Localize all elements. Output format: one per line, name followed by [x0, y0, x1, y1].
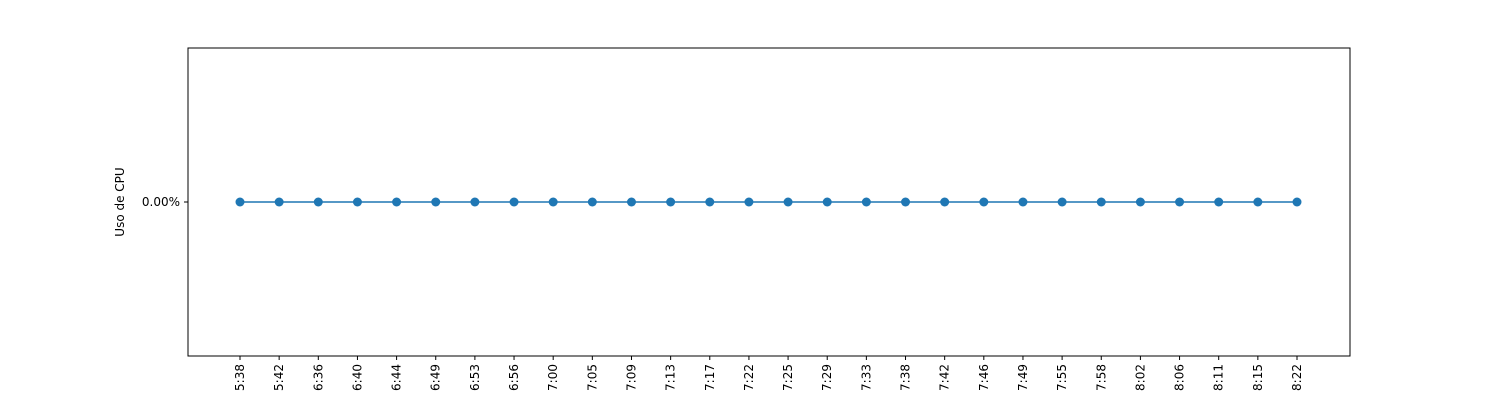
- x-tick-label: 6:53: [468, 364, 482, 391]
- data-point: [274, 197, 284, 207]
- data-point: [666, 197, 676, 207]
- data-point: [822, 197, 832, 207]
- data-point: [901, 197, 911, 207]
- x-tick-label: 6:36: [311, 364, 325, 391]
- data-point: [431, 197, 441, 207]
- data-point: [392, 197, 402, 207]
- data-point: [979, 197, 989, 207]
- data-point: [313, 197, 323, 207]
- x-tick-label: 7:38: [899, 364, 913, 391]
- x-tick-label: 6:56: [507, 364, 521, 391]
- x-tick-label: 8:06: [1173, 364, 1187, 391]
- x-tick-label: 7:05: [585, 364, 599, 391]
- y-tick-label: 0.00%: [142, 195, 180, 209]
- x-tick-label: 5:42: [272, 364, 286, 391]
- x-tick-label: 7:58: [1094, 364, 1108, 391]
- data-point: [744, 197, 754, 207]
- x-tick-label: 6:40: [350, 364, 364, 391]
- x-tick-label: 7:09: [624, 364, 638, 391]
- data-point: [705, 197, 715, 207]
- data-point: [1057, 197, 1067, 207]
- data-point: [1018, 197, 1028, 207]
- data-point: [1096, 197, 1106, 207]
- x-tick-label: 7:22: [742, 364, 756, 391]
- data-point: [470, 197, 480, 207]
- x-tick-label: 7:49: [1016, 364, 1030, 391]
- data-point: [1292, 197, 1302, 207]
- data-point: [352, 197, 362, 207]
- data-point: [940, 197, 950, 207]
- data-point: [1253, 197, 1263, 207]
- data-point: [1214, 197, 1224, 207]
- x-tick-label: 7:33: [859, 364, 873, 391]
- x-tick-label: 7:42: [938, 364, 952, 391]
- x-tick-label: 8:02: [1133, 364, 1147, 391]
- x-tick-label: 6:49: [429, 364, 443, 391]
- data-point: [1135, 197, 1145, 207]
- x-tick-label: 8:15: [1251, 364, 1265, 391]
- x-tick-label: 8:22: [1290, 364, 1304, 391]
- x-tick-label: 8:11: [1212, 364, 1226, 391]
- data-point: [783, 197, 793, 207]
- x-axis-ticks: 5:38 5:42 6:36 6:40 6:44 6:49 6:53 6:56 7:00 7:05…: [233, 356, 1304, 391]
- series-layer: [235, 197, 1302, 207]
- data-point: [626, 197, 636, 207]
- data-point: [235, 197, 245, 207]
- x-tick-label: 7:55: [1055, 364, 1069, 391]
- x-tick-label: 7:00: [546, 364, 560, 391]
- y-axis-label: Uso de CPU: [113, 167, 127, 236]
- x-tick-label: 7:13: [664, 364, 678, 391]
- data-point: [587, 197, 597, 207]
- x-tick-label: 7:29: [820, 364, 834, 391]
- x-tick-label: 7:17: [703, 364, 717, 391]
- x-tick-label: 6:44: [390, 364, 404, 391]
- data-point: [861, 197, 871, 207]
- x-tick-label: 7:46: [977, 364, 991, 391]
- x-tick-label: 7:25: [781, 364, 795, 391]
- x-tick-label: 5:38: [233, 364, 247, 391]
- data-point: [548, 197, 558, 207]
- data-point: [509, 197, 519, 207]
- data-point: [1175, 197, 1185, 207]
- y-axis-ticks: 0.00%: [142, 195, 188, 209]
